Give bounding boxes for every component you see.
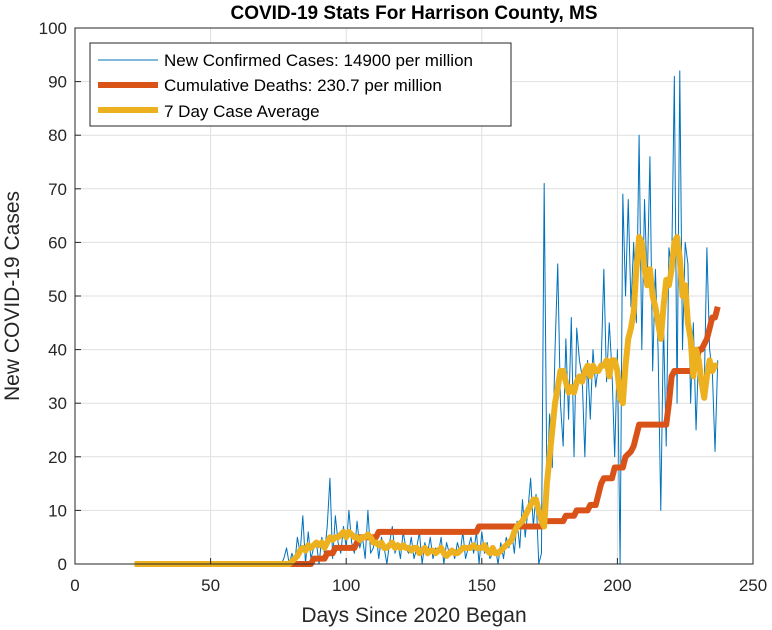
y-tick-label: 40 [48,341,67,360]
y-axis-label: New COVID-19 Cases [1,191,24,401]
x-tick-label: 50 [201,576,220,595]
legend-label-7day-average: 7 Day Case Average [164,102,320,121]
seven-day-average-line [134,234,719,567]
x-tick-label: 150 [468,576,496,595]
y-tick-label: 50 [48,287,67,306]
y-tick-label: 70 [48,180,67,199]
x-tick-label: 200 [603,576,631,595]
x-tick-label: 0 [70,576,79,595]
legend: New Confirmed Cases: 14900 per million C… [89,42,512,127]
y-tick-label: 80 [48,126,67,145]
y-tick-label: 20 [48,448,67,467]
legend-box [89,42,512,127]
y-tick-label: 0 [58,555,67,574]
legend-label-deaths: Cumulative Deaths: 230.7 per million [164,76,442,95]
y-tick-label: 100 [39,19,67,38]
chart-title: COVID-19 Stats For Harrison County, MS [230,3,597,24]
y-tick-label: 30 [48,394,67,413]
x-tick-label: 100 [332,576,360,595]
y-tick-label: 90 [48,73,67,92]
y-tick-label: 10 [48,501,67,520]
legend-label-new-cases: New Confirmed Cases: 14900 per million [164,51,473,70]
ticks: 0 50 100 150 200 250 0 10 20 30 40 50 60 70 80 90 100 [39,19,768,595]
x-tick-label: 250 [739,576,767,595]
x-axis-label: Days Since 2020 Began [301,604,526,627]
y-tick-label: 60 [48,233,67,252]
